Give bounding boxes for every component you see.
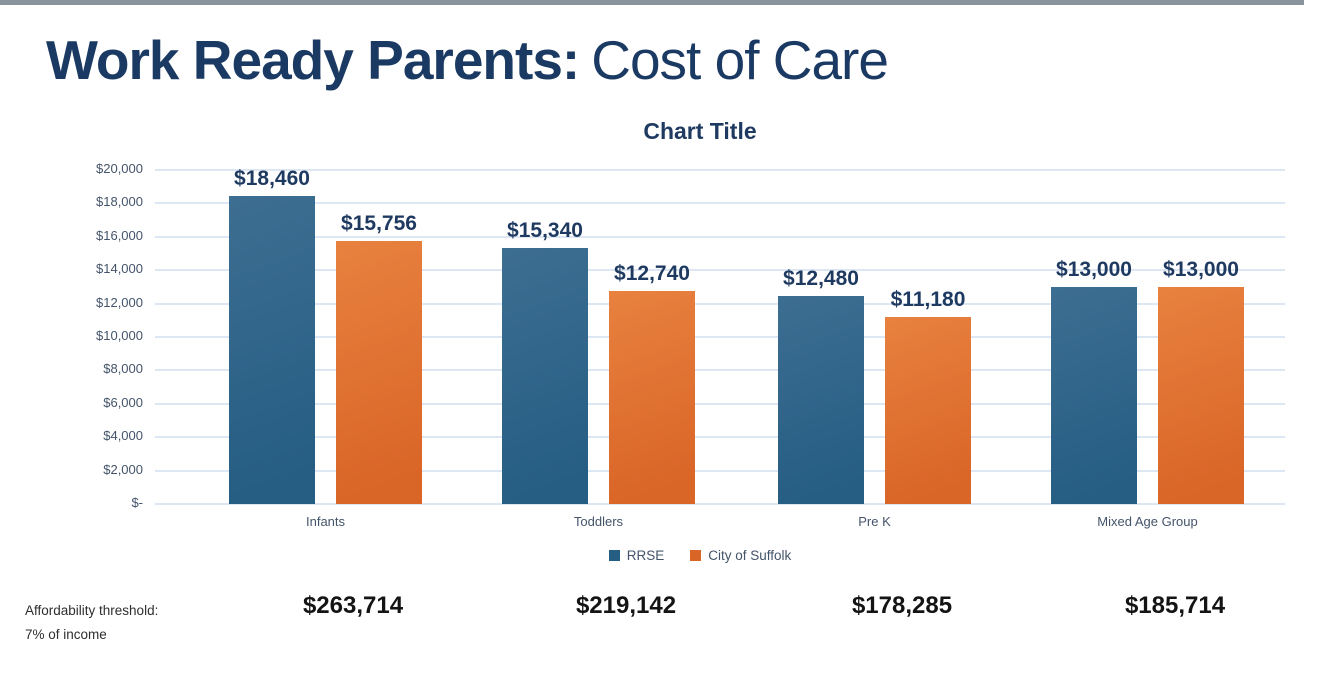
bar-rrse-mixed-age-group	[1051, 287, 1137, 504]
bar-chart-plot-area: $18,460 $15,756 Infants $15,340 $12,740 Toddl…	[155, 167, 1288, 529]
chart-title: Chart Title	[643, 118, 757, 144]
gridline	[155, 369, 1285, 371]
y-axis-tick: $2,000	[103, 462, 143, 477]
page-title: Work Ready Parents: Cost of Care	[46, 28, 889, 92]
y-axis-tick: $10,000	[96, 328, 143, 343]
legend-label-rrse: RRSE	[626, 548, 665, 563]
gridline	[155, 169, 1285, 171]
bar-value-label-city-of-suffolk-pre-k: $11,180	[890, 288, 966, 311]
page-title-bold: Work Ready Parents:	[46, 29, 580, 91]
gridline	[155, 436, 1285, 438]
gridline	[155, 470, 1285, 472]
legend-swatch-city-of-suffolk	[690, 550, 702, 561]
affordability-threshold-line2: 7% of income	[25, 627, 107, 642]
bar-value-label-city-of-suffolk-toddlers: $12,740	[614, 262, 690, 285]
x-axis-label-pre-k: Pre K	[858, 514, 891, 529]
bar-rrse-toddlers	[502, 248, 588, 504]
y-axis-tick: $12,000	[96, 295, 143, 310]
affordability-value-toddlers: $219,142	[575, 592, 677, 619]
bar-group-mixed-age-group: $13,000 $13,000 Mixed Age Group	[1051, 170, 1244, 529]
affordability-threshold-label: Affordability threshold: 7% of income	[25, 599, 158, 647]
affordability-value-mixed-age-group: $185,714	[1124, 592, 1226, 619]
bar-rrse-infants	[229, 196, 315, 504]
gridline	[155, 236, 1285, 238]
bar-city-of-suffolk-mixed-age-group	[1158, 287, 1244, 504]
gridline	[155, 202, 1285, 204]
affordability-value-pre-k: $178,285	[851, 592, 953, 619]
y-axis-tick: $-	[131, 495, 143, 510]
y-axis-tick: $6,000	[103, 395, 143, 410]
bar-rrse-pre-k	[778, 296, 864, 504]
bar-value-label-city-of-suffolk-mixed-age-group: $13,000	[1163, 258, 1239, 281]
bar-value-label-rrse-mixed-age-group: $13,000	[1056, 258, 1132, 281]
x-axis-label-toddlers: Toddlers	[573, 514, 624, 529]
legend-swatch-rrse	[608, 550, 620, 561]
y-axis-tick: $20,000	[96, 161, 143, 176]
affordability-threshold-line1: Affordability threshold:	[25, 603, 159, 618]
gridline	[155, 503, 1285, 505]
y-axis-tick: $16,000	[96, 228, 143, 243]
bar-city-of-suffolk-pre-k	[885, 317, 971, 504]
bar-city-of-suffolk-toddlers	[609, 291, 695, 504]
bar-city-of-suffolk-infants	[336, 241, 422, 504]
y-axis-tick: $18,000	[96, 194, 143, 209]
bar-group-pre-k: $12,480 $11,180 Pre K	[778, 170, 971, 529]
page-title-regular: Cost of Care	[591, 29, 889, 91]
bar-value-label-city-of-suffolk-infants: $15,756	[341, 212, 417, 235]
x-axis-label-mixed-age-group: Mixed Age Group	[1097, 514, 1198, 529]
y-axis-tick: $8,000	[103, 361, 143, 376]
bar-group-infants: $18,460 $15,756 Infants	[229, 167, 422, 529]
affordability-value-infants: $263,714	[302, 592, 404, 619]
y-axis-tick: $4,000	[103, 428, 143, 443]
gridline	[155, 269, 1285, 271]
bar-value-label-rrse-infants: $18,460	[234, 167, 310, 190]
gridline	[155, 403, 1285, 405]
bar-value-label-rrse-pre-k: $12,480	[783, 267, 859, 290]
legend-item-rrse: RRSE	[608, 548, 665, 563]
bar-value-label-rrse-toddlers: $15,340	[507, 219, 583, 242]
top-accent-bar	[0, 0, 1304, 5]
x-axis-label-infants: Infants	[305, 514, 346, 529]
y-axis-tick: $14,000	[96, 261, 143, 276]
gridline	[155, 303, 1285, 305]
legend-item-city-of-suffolk: City of Suffolk	[690, 548, 791, 563]
chart-legend: RRSE City of Suffolk	[155, 548, 1245, 563]
gridline	[155, 336, 1285, 338]
bar-group-toddlers: $15,340 $12,740 Toddlers	[502, 170, 695, 529]
legend-label-city-of-suffolk: City of Suffolk	[708, 548, 792, 563]
